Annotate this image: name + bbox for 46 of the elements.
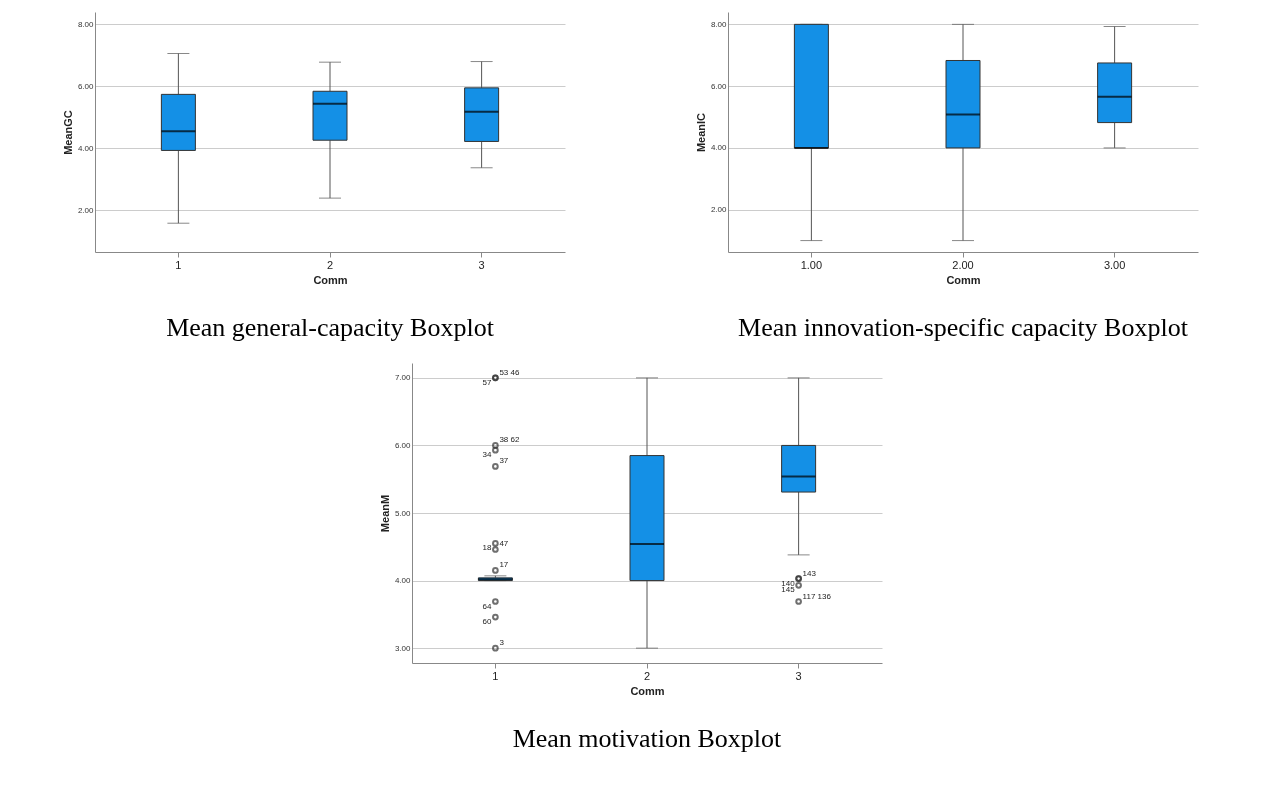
annotation: 3 — [498, 638, 504, 648]
x-tick-label: 1.00 — [800, 258, 822, 271]
text: Mean innovation-specific capacity Boxplot — [737, 313, 1189, 342]
y-tick-label: 2.00 — [78, 205, 95, 215]
y-tick-label: 7.00 — [394, 373, 411, 383]
y-tick-label: 3.00 — [394, 643, 411, 653]
y-tick-label: 8.00 — [710, 19, 727, 29]
x-tick-label: 1 — [175, 258, 182, 271]
y-tick-label: 6.00 — [394, 440, 411, 450]
annotation: 53 46 — [498, 367, 520, 377]
y-tick-label: 6.00 — [710, 81, 727, 91]
y-tick-label: 4.00 — [394, 576, 411, 586]
y-tick-label: 2.00 — [710, 205, 727, 215]
y-tick-label: 6.00 — [78, 81, 95, 91]
x-tick-label: 1 — [491, 669, 498, 682]
text: Mean general-capacity Boxplot — [166, 313, 495, 342]
x-tick-label: 2 — [327, 258, 334, 271]
y-tick-label: 8.00 — [78, 19, 95, 29]
annotation: 37 — [498, 456, 509, 466]
annotation: 18 — [481, 543, 492, 553]
x-tick-label: 2 — [643, 669, 650, 682]
x-tick-label: 3 — [478, 258, 485, 271]
annotation: 47 — [498, 539, 509, 549]
annotation: 17 — [498, 560, 509, 570]
annotation: 60 — [481, 617, 492, 627]
annotation: 34 — [481, 450, 492, 460]
annotation: 143 — [802, 568, 817, 578]
y-tick-label: 5.00 — [394, 508, 411, 518]
annotation: 145 — [780, 585, 795, 595]
annotation: 140 — [780, 578, 795, 588]
y-axis-title: MeanM — [378, 494, 391, 533]
y-tick-label: 4.00 — [710, 143, 727, 153]
y-axis-title: MeanIC — [694, 112, 707, 153]
x-axis-title: Comm — [946, 273, 981, 286]
x-tick-label: 3.00 — [1103, 258, 1126, 271]
x-axis-title: Comm — [313, 273, 349, 286]
y-axis-title: MeanGC — [62, 110, 75, 155]
annotation: 64 — [481, 601, 492, 611]
y-tick-label: 4.00 — [78, 143, 95, 153]
annotation: 57 — [481, 377, 492, 387]
text: Mean motivation Boxplot — [512, 724, 782, 753]
x-axis-title: Comm — [629, 684, 665, 697]
x-tick-label: 2.00 — [952, 258, 974, 271]
annotation: 38 62 — [498, 435, 520, 445]
x-tick-label: 3 — [795, 669, 802, 682]
annotation: 117 136 — [802, 591, 831, 601]
